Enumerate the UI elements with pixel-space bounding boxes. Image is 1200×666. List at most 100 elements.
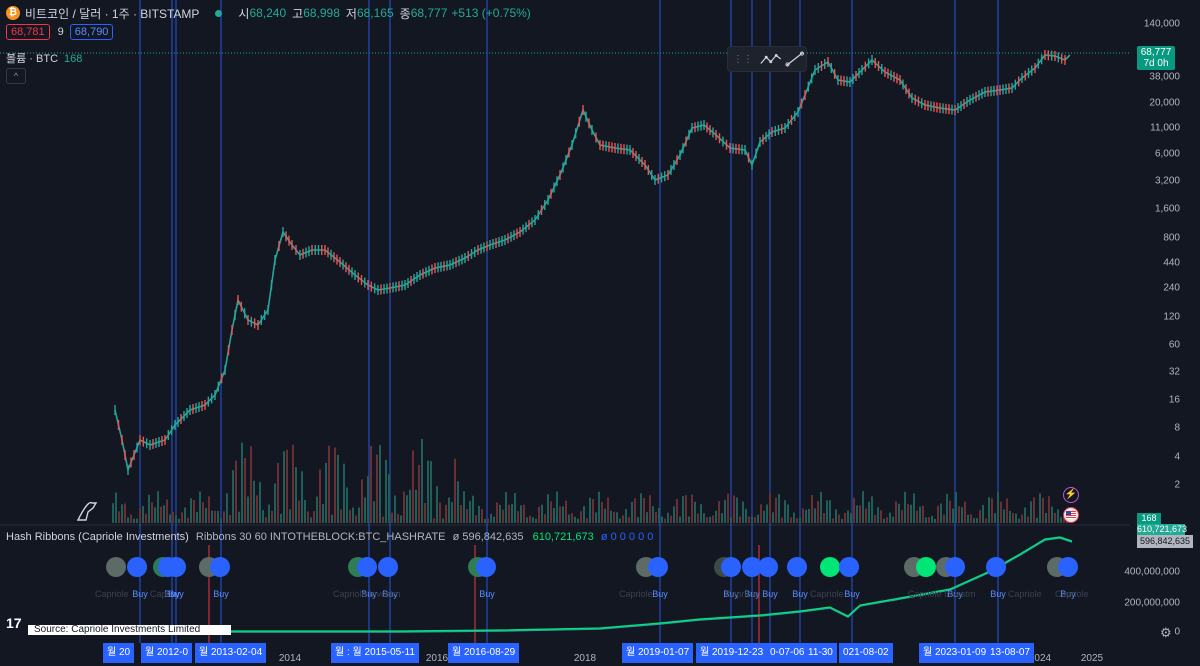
volume-bar xyxy=(559,506,561,523)
volume-bar xyxy=(646,512,648,523)
signal-circle xyxy=(758,557,778,577)
volume-bar xyxy=(1006,498,1008,523)
volume-bar xyxy=(988,497,990,523)
volume-bar xyxy=(856,505,858,523)
indicator-tick: 400,000,000 xyxy=(1124,566,1180,578)
last-price: 68,777 xyxy=(1140,47,1172,58)
last-price-tag: 68,777 7d 0h xyxy=(1137,46,1175,70)
volume-bar xyxy=(526,517,528,523)
volume-bar xyxy=(154,507,156,523)
price-tick: 32 xyxy=(1168,366,1180,378)
volume-bar xyxy=(718,501,720,523)
volume-bar xyxy=(994,513,996,523)
volume-bar xyxy=(820,491,822,523)
volume-bar xyxy=(388,474,390,523)
volume-bar xyxy=(391,512,393,523)
volume-bar xyxy=(874,515,876,523)
volume-bar xyxy=(652,506,654,523)
volume-bar xyxy=(1063,517,1065,523)
symbol-title[interactable]: 비트코인 / 달러 · 1주 · BITSTAMP xyxy=(25,6,200,21)
volume-bar xyxy=(1021,514,1023,523)
volume-bar xyxy=(469,500,471,523)
faint-label: Capriole Investm xyxy=(908,589,976,599)
indicator-tag-fast: 610,721,673 xyxy=(1137,524,1188,535)
volume-bar xyxy=(604,508,606,523)
volume-legend[interactable]: 볼륨 · BTC 168 xyxy=(6,50,82,66)
volume-bar xyxy=(643,498,645,523)
volume-bar xyxy=(601,501,603,523)
faint-label: Capri xyxy=(150,589,172,599)
volume-bar xyxy=(886,517,888,523)
date-marker: 0-07-06 xyxy=(766,643,809,663)
volume-bar xyxy=(397,513,399,523)
volume-bar xyxy=(1060,517,1062,523)
volume-bar xyxy=(949,500,951,523)
volume-bar xyxy=(436,486,438,523)
hashrate-slow-line xyxy=(230,537,1073,633)
volume-bar xyxy=(433,518,435,523)
sell-price-button[interactable]: 68,781 xyxy=(6,24,50,40)
volume-bar xyxy=(262,510,264,523)
volume-bar xyxy=(178,518,180,523)
volume-bar xyxy=(445,504,447,523)
volume-bar xyxy=(889,512,891,523)
date-marker: 월 20 xyxy=(103,643,135,663)
volume-bar xyxy=(763,510,765,523)
volume-bar xyxy=(775,497,777,523)
volume-bar xyxy=(1039,493,1041,523)
us-flag-icon[interactable] xyxy=(1063,507,1079,523)
buy-label: Buy xyxy=(723,589,739,599)
buy-label: Buy xyxy=(990,589,1006,599)
dino-icon xyxy=(76,501,98,521)
buy-price-button[interactable]: 68,790 xyxy=(69,24,114,40)
volume-bar xyxy=(751,516,753,523)
buy-label: Buy xyxy=(382,589,398,599)
volume-bar xyxy=(301,471,303,523)
volume-bar xyxy=(274,483,276,523)
collapse-legend-button[interactable]: ^ xyxy=(6,68,26,84)
volume-bar xyxy=(520,505,522,523)
volume-bar xyxy=(766,504,768,523)
volume-bar xyxy=(940,503,942,523)
trendline-tool-icon[interactable] xyxy=(783,49,807,69)
volume-bar xyxy=(562,506,564,523)
volume-bar xyxy=(862,491,864,523)
buy-label: Buy xyxy=(744,589,760,599)
volume-bar xyxy=(934,518,936,523)
drawing-grip-icon[interactable]: ⋮⋮ xyxy=(733,53,753,65)
volume-bar xyxy=(568,514,570,523)
volume-bar xyxy=(853,497,855,523)
volume-bar xyxy=(205,507,207,523)
price-tick: 16 xyxy=(1168,394,1180,406)
path-tool-icon[interactable] xyxy=(759,49,783,69)
volume-bar xyxy=(346,487,348,523)
signal-circle xyxy=(127,557,147,577)
volume-bar xyxy=(352,507,354,523)
flash-icon[interactable]: ⚡ xyxy=(1063,487,1079,503)
volume-bar xyxy=(913,493,915,523)
volume-bar xyxy=(229,514,231,523)
volume-bar xyxy=(175,515,177,523)
volume-bar xyxy=(118,511,120,523)
volume-bar xyxy=(319,469,321,523)
volume-bar xyxy=(664,518,666,523)
indicator-legend[interactable]: Hash Ribbons (Capriole Investments) Ribb… xyxy=(6,531,653,543)
year-label: 2016 xyxy=(425,653,449,664)
tradingview-logo[interactable]: 17 xyxy=(6,615,22,631)
volume-bar xyxy=(841,518,843,523)
date-marker: 월 2019-12-23 xyxy=(696,643,768,663)
volume-bar xyxy=(688,516,690,523)
volume-bar xyxy=(871,496,873,523)
volume-bar xyxy=(583,506,585,523)
volume-bar xyxy=(739,516,741,523)
volume-bar xyxy=(517,511,519,523)
settings-gear-icon[interactable]: ⚙ xyxy=(1160,625,1172,640)
price-tick: 4 xyxy=(1174,451,1180,463)
symbol-legend: ₿ 비트코인 / 달러 · 1주 · BITSTAMP 시 68,240 고 68,… xyxy=(6,4,531,22)
volume-bar xyxy=(577,518,579,523)
buy-label: Buy xyxy=(947,589,963,599)
price-tick: 38,000 xyxy=(1149,71,1180,83)
signal-circle xyxy=(106,557,126,577)
price-axis[interactable]: 140,000 38,000 20,000 11,000 6,000 3,200 1,600… xyxy=(1124,0,1200,666)
